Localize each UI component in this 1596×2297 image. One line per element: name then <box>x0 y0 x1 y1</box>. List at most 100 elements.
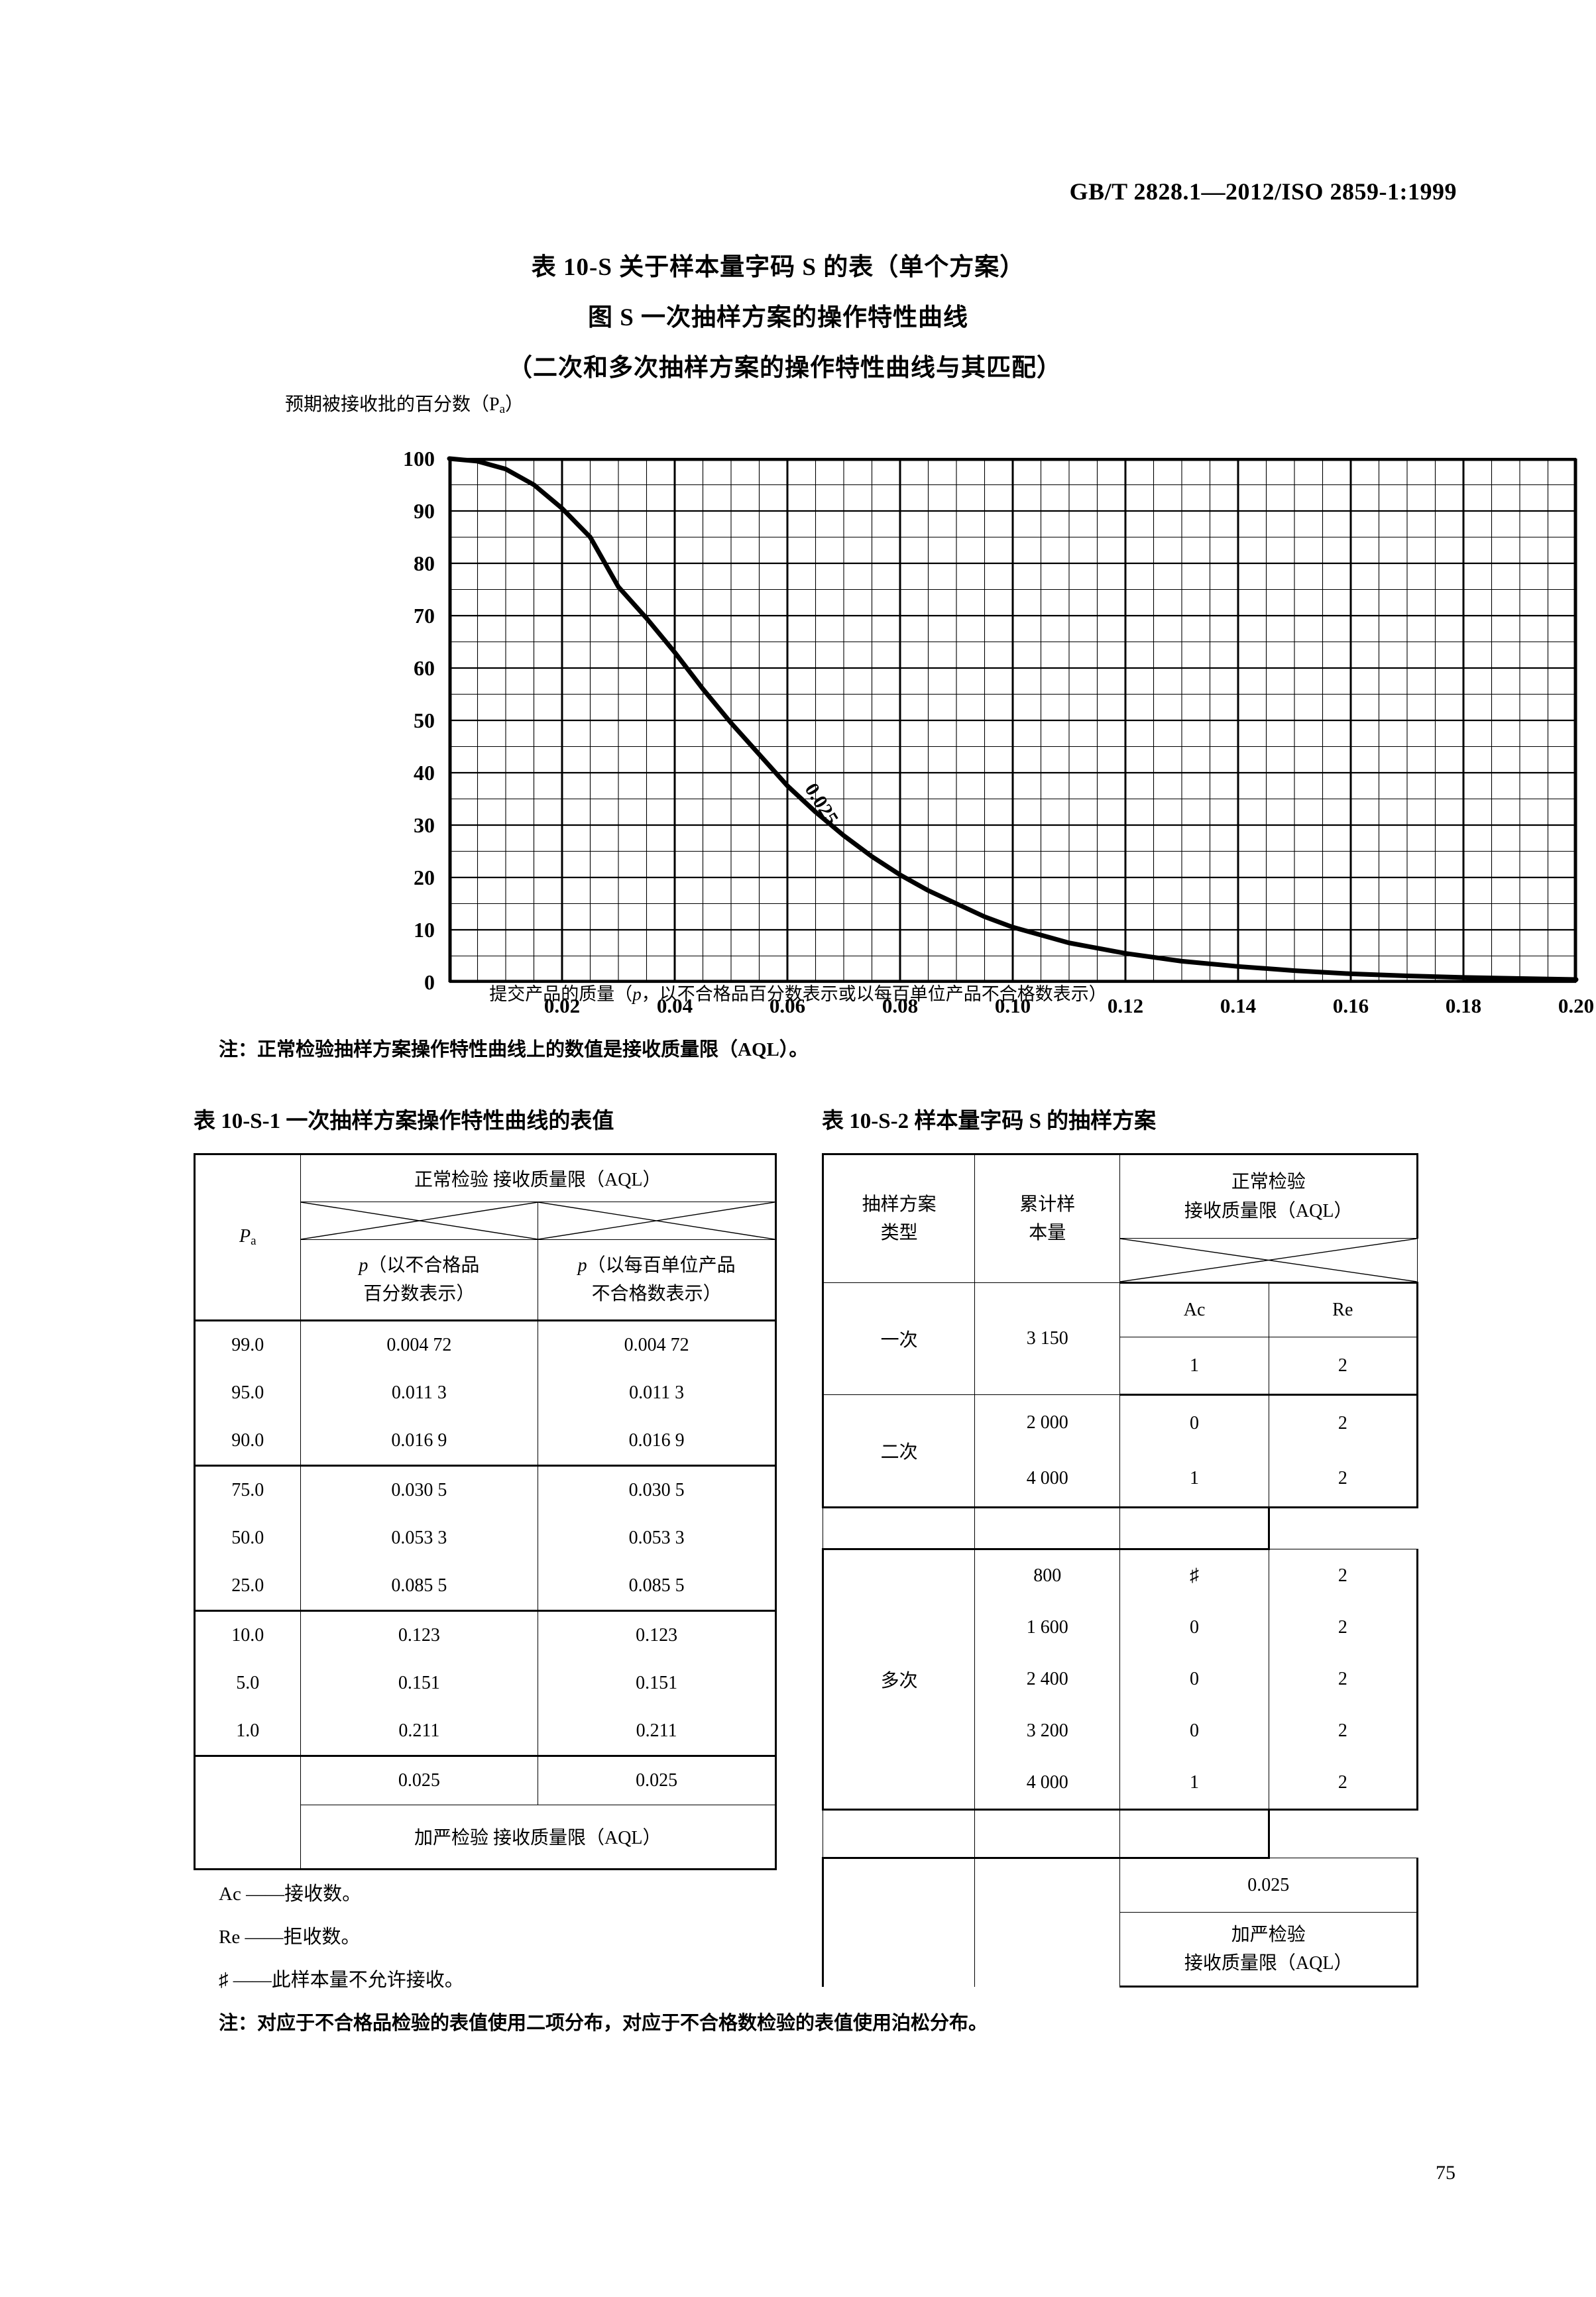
x-tick-label: 0.20 <box>1558 994 1594 1017</box>
y-tick-label: 20 <box>414 866 435 889</box>
cell-ac: 0 <box>1119 1394 1269 1451</box>
plot-area: 0 10 20 30 40 50 60 70 80 90 100 0.02 0.04 0.06 0.08 0.… <box>376 447 1594 1026</box>
table-row: 5.0 0.151 0.151 <box>194 1659 777 1707</box>
header-normal-aql: 正常检验 接收质量限（AQL） <box>300 1153 777 1202</box>
footer-line1: 加严检验 <box>1231 1924 1306 1945</box>
cell-percent-defective: 0.030 5 <box>300 1465 539 1514</box>
pa-italic: P <box>239 1226 251 1247</box>
table-row: 75.0 0.030 5 0.030 5 <box>194 1465 777 1514</box>
x-tick-label: 0.12 <box>1108 994 1143 1017</box>
table-10-s-1: Pa 正常检验 接收质量限（AQL） p（以不合格品 百分数表示） p（以每百 <box>194 1153 777 1870</box>
y-tick-label: 50 <box>414 708 435 732</box>
cell-re: 2 <box>1268 1602 1419 1653</box>
y-tick-label: 30 <box>414 813 435 837</box>
cell-defects-per-hundred: 0.016 9 <box>538 1417 777 1467</box>
header-pa-cell: Pa <box>194 1153 301 1321</box>
y-tick-label: 60 <box>414 656 435 680</box>
table-row: 4 000 1 2 <box>823 1451 1419 1508</box>
header-col1-line1: （以不合格品 <box>368 1255 480 1276</box>
table-right-caption: 表 10-S-2 样本量字码 S 的抽样方案 <box>822 1109 1157 1133</box>
cell-defects-per-hundred: 0.004 72 <box>538 1319 777 1369</box>
cell-percent-defective: 0.211 <box>300 1707 539 1757</box>
x-cross-icon <box>301 1202 538 1239</box>
running-header: GB/T 2828.1—2012/ISO 2859-1:1999 <box>1069 178 1457 205</box>
cell-defects-per-hundred: 0.053 3 <box>538 1514 777 1562</box>
x-cross-icon <box>1120 1239 1417 1282</box>
cell-pa: 99.0 <box>194 1319 301 1369</box>
cell-plan-type: 多次 <box>821 1549 976 1811</box>
footnote-ac: Ac ——接收数。 <box>219 1883 362 1905</box>
header-col1-line2: 百分数表示） <box>363 1284 475 1304</box>
cell-defects-per-hundred: 0.011 3 <box>538 1369 777 1417</box>
x-axis-label-post: ，以不合格品百分数表示或以每百单位产品不合格数表示） <box>641 984 1107 1004</box>
cell-cumulative-size: 1 600 <box>974 1602 1121 1653</box>
cell-cumulative-size: 2 400 <box>974 1653 1121 1705</box>
table-row: 90.0 0.016 9 0.016 9 <box>194 1417 777 1467</box>
header-cross-cell <box>1119 1238 1418 1284</box>
y-axis-label-end: ） <box>505 394 524 415</box>
footnote-re: Re ——拒收数。 <box>219 1927 361 1948</box>
y-tick-label: 100 <box>403 447 435 471</box>
cell-pa: 5.0 <box>194 1659 301 1707</box>
oc-curve-path <box>447 456 1579 982</box>
cell-percent-defective: 0.085 5 <box>300 1562 539 1612</box>
cell-ac: 0 <box>1119 1653 1269 1705</box>
x-tick-label: 0.02 <box>544 994 580 1017</box>
cell-plan-type: 二次 <box>821 1394 976 1508</box>
header-re: Re <box>1268 1282 1419 1337</box>
x-tick-label: 0.10 <box>995 994 1031 1017</box>
footnote-note: 注：对应于不合格品检验的表值使用二项分布，对应于不合格数检验的表值使用泊松分布。 <box>219 2007 988 2035</box>
y-axis-label-text: 预期被接收批的百分数（P <box>285 394 500 415</box>
table-row-spacer <box>822 1809 1418 1859</box>
cell-re: 2 <box>1268 1653 1419 1705</box>
table-right-footer: 加严检验 接收质量限（AQL） <box>1119 1912 1418 1988</box>
aql-value: 0.025 <box>1119 1858 1418 1913</box>
x-axis-label-pre: 提交产品的质量（ <box>489 984 633 1004</box>
figure-subtitle: （二次和多次抽样方案的操作特性曲线与其匹配） <box>508 355 1062 382</box>
oc-curve-svg: 0 10 20 30 40 50 60 70 80 90 100 0.02 0.04 0.06 0.08 0.… <box>403 447 1594 1017</box>
cell-ac: 1 <box>1119 1337 1269 1396</box>
spacer-cell <box>822 1809 976 1859</box>
table-row: 二次 2 000 0 2 <box>821 1394 1419 1508</box>
cell-re: 2 <box>1268 1337 1419 1396</box>
cell-cumulative-size: 3 150 <box>974 1282 1121 1395</box>
page-number: 75 <box>1436 2162 1455 2184</box>
x-tick-label: 0.16 <box>1333 994 1369 1017</box>
cell-percent-defective: 0.011 3 <box>300 1369 539 1417</box>
cell-percent-defective: 0.016 9 <box>300 1417 539 1467</box>
x-tick-label: 0.08 <box>882 994 918 1017</box>
cell-re: 2 <box>1268 1549 1419 1602</box>
cell-ac: 1 <box>1119 1451 1269 1508</box>
cell-ac: 1 <box>1119 1757 1269 1811</box>
cell-defects-per-hundred: 0.151 <box>538 1659 777 1707</box>
table-10-s-2: 抽样方案 类型 累计样 本量 正常检验 接收质量限（AQL） <box>821 1153 1419 1988</box>
table-row: 1 600 0 2 <box>823 1602 1419 1653</box>
cell-cumulative-size: 4 000 <box>974 1451 1121 1508</box>
header-size-line2: 本量 <box>1029 1223 1066 1243</box>
spacer-cell <box>1119 1809 1270 1859</box>
pa-sub: a <box>251 1234 256 1248</box>
aql-value-col1: 0.025 <box>300 1756 539 1805</box>
header-size-line1: 累计样 <box>1019 1194 1076 1215</box>
footer-line2: 接收质量限（AQL） <box>1184 1953 1353 1974</box>
table-row: 4 000 1 2 <box>823 1757 1419 1811</box>
spacer-cell <box>822 1507 976 1550</box>
footer-blank <box>194 1805 301 1870</box>
cell-pa: 1.0 <box>194 1707 301 1757</box>
table-row: 50.0 0.053 3 0.053 3 <box>194 1514 777 1562</box>
x-tick-label: 0.04 <box>657 994 693 1017</box>
y-tick-label: 40 <box>414 761 435 785</box>
table-row: 3 200 0 2 <box>823 1705 1419 1757</box>
x-tick-label: 0.14 <box>1220 994 1256 1017</box>
cell-re: 2 <box>1268 1394 1419 1451</box>
header-aql-line1: 正常检验 <box>1231 1172 1306 1193</box>
table-left-caption: 表 10-S-1 一次抽样方案操作特性曲线的表值 <box>194 1109 614 1133</box>
header-cross-cell-1 <box>300 1202 539 1240</box>
cell-pa: 90.0 <box>194 1417 301 1467</box>
table-right-body: 一次 3 150 Ac Re 1 2 二次 2 000 0 2 4 000 1 2 多次 800 ♯ 2 1 60… <box>821 1282 1419 1859</box>
header-plan-type: 抽样方案 类型 <box>821 1153 976 1283</box>
spacer-cell <box>1119 1507 1270 1550</box>
cell-ac: 0 <box>1119 1705 1269 1757</box>
cell-re: 2 <box>1268 1757 1419 1811</box>
footnote-note-text: 注：对应于不合格品检验的表值使用二项分布，对应于不合格数检验的表值使用泊松分布。 <box>219 2013 988 2034</box>
